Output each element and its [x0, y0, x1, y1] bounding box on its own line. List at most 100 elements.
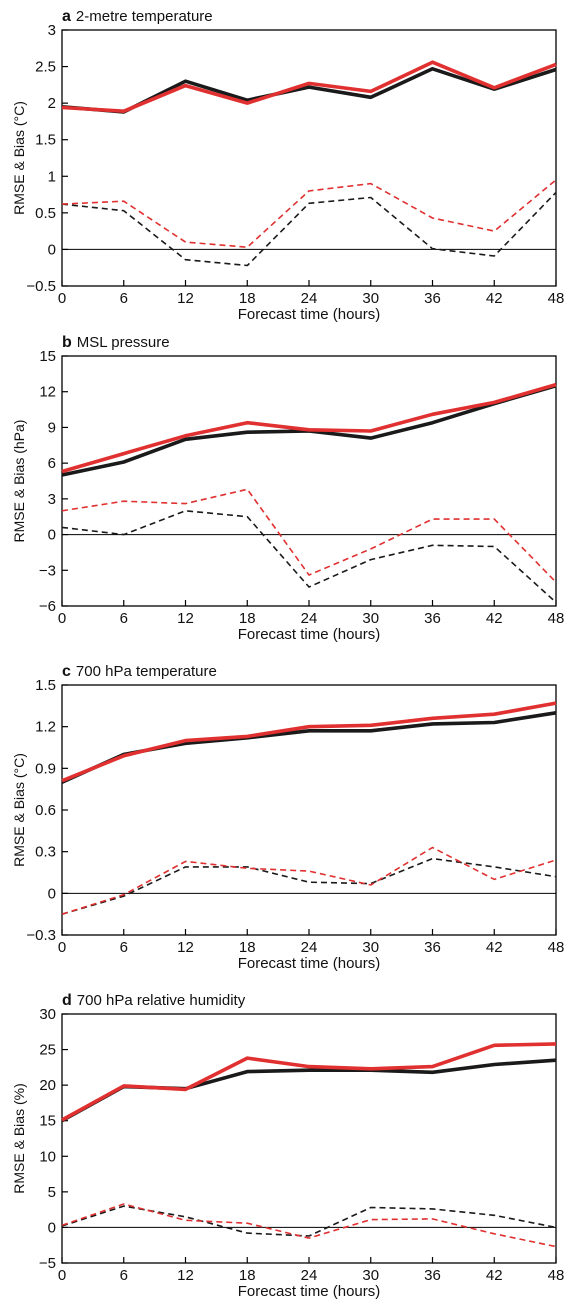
- y-tick-label: 1: [48, 168, 56, 185]
- y-tick-label: −0.3: [26, 927, 56, 944]
- red-rmse-line: [61, 60, 557, 113]
- chart-panel-c: c 700 hPa temperature−0.300.30.60.91.21.5…: [11, 663, 564, 972]
- black-bias-line: [61, 509, 557, 603]
- chart-panel-d: d 700 hPa relative humidity−5051015202530…: [11, 992, 564, 1300]
- panel-title: d 700 hPa relative humidity: [62, 992, 246, 1009]
- x-tick-label: 12: [177, 939, 194, 956]
- y-tick-label: 9: [48, 419, 56, 436]
- y-tick-label: 5: [48, 1184, 56, 1201]
- plot-frame: [61, 355, 557, 607]
- y-tick-label: 1.5: [35, 677, 56, 694]
- x-tick-label: 18: [239, 1267, 256, 1284]
- x-tick-label: 24: [301, 610, 318, 627]
- x-axis-title: Forecast time (hours): [238, 955, 381, 972]
- x-tick-label: 36: [424, 610, 441, 627]
- panel-title: c 700 hPa temperature: [62, 663, 217, 680]
- y-tick-label: 1.5: [35, 132, 56, 149]
- x-tick-label: 6: [120, 610, 128, 627]
- panel-title-text: 700 hPa temperature: [76, 663, 217, 680]
- y-tick-label: 12: [39, 384, 56, 401]
- x-tick-label: 42: [486, 290, 503, 307]
- panel-letter: b: [62, 334, 72, 351]
- x-tick-label: 6: [120, 939, 128, 956]
- x-tick-label: 48: [548, 939, 565, 956]
- black-bias-line: [61, 191, 557, 267]
- y-tick-label: 15: [39, 1113, 56, 1130]
- chart-panel-a: a 2-metre temperature −0.50 0.5 1 1.5 2 2.5 30 6 1…: [11, 8, 564, 323]
- x-tick-label: 48: [548, 290, 565, 307]
- y-tick-label: −6: [39, 598, 56, 615]
- black-bias-line: [61, 857, 557, 915]
- y-tick-label: 0.3: [35, 844, 56, 861]
- red-rmse-line: [61, 1042, 557, 1122]
- x-tick-label: 36: [424, 290, 441, 307]
- x-tick-label: 48: [548, 610, 565, 627]
- panel-title: b MSL pressure: [62, 334, 170, 351]
- y-tick-label: 0: [48, 527, 56, 544]
- y-tick-label: 0.5: [35, 205, 56, 222]
- x-tick-label: 36: [424, 939, 441, 956]
- y-tick-label: 30: [39, 1006, 56, 1023]
- panel-title-text: 700 hPa relative humidity: [77, 992, 246, 1009]
- red-rmse-line: [61, 382, 557, 474]
- y-axis-title: RMSE & Bias (%): [11, 1083, 27, 1193]
- x-tick-label: 24: [301, 939, 318, 956]
- y-tick-label: 0: [48, 1219, 56, 1236]
- x-axis-title: Forecast time (hours): [238, 1283, 381, 1300]
- x-tick-label: 0: [58, 610, 66, 627]
- y-tick-label: 2.5: [35, 59, 56, 76]
- red-bias-line: [61, 1203, 557, 1248]
- red-bias-line: [61, 488, 557, 583]
- y-tick-label: 15: [39, 348, 56, 365]
- x-tick-label: 36: [424, 1267, 441, 1284]
- x-tick-label: 42: [486, 610, 503, 627]
- y-tick-label: 1.2: [35, 719, 56, 736]
- x-tick-label: 0: [58, 290, 66, 307]
- y-tick-label: −0.5: [26, 278, 56, 295]
- x-axis-title: Forecast time (hours): [238, 626, 381, 643]
- y-tick-label: 3: [48, 22, 56, 39]
- y-tick-label: 0: [48, 885, 56, 902]
- y-tick-label: 0.6: [35, 802, 56, 819]
- y-tick-label: 2: [48, 95, 56, 112]
- x-tick-label: 30: [362, 290, 379, 307]
- x-tick-label: 0: [58, 1267, 66, 1284]
- panel-title: a 2-metre temperature: [62, 8, 213, 25]
- y-tick-label: 25: [39, 1042, 56, 1059]
- x-tick-label: 6: [120, 290, 128, 307]
- x-tick-label: 48: [548, 1267, 565, 1284]
- y-tick-label: 20: [39, 1077, 56, 1094]
- x-axis-title: Forecast time (hours): [238, 306, 381, 323]
- x-tick-label: 42: [486, 939, 503, 956]
- panel-title-text: 2-metre temperature: [76, 8, 213, 25]
- panel-title-text: MSL pressure: [77, 334, 170, 351]
- y-tick-label: 3: [48, 491, 56, 508]
- y-tick-label: 10: [39, 1148, 56, 1165]
- panel-letter: a: [62, 8, 71, 25]
- x-tick-label: 30: [362, 1267, 379, 1284]
- y-tick-label: −5: [39, 1255, 56, 1272]
- x-tick-label: 12: [177, 610, 194, 627]
- red-bias-line: [61, 179, 557, 248]
- x-tick-label: 18: [239, 290, 256, 307]
- x-tick-label: 0: [58, 939, 66, 956]
- red-rmse-line: [61, 701, 557, 783]
- black-rmse-line: [61, 711, 557, 784]
- red-bias-line: [61, 846, 557, 915]
- panel-letter: c: [62, 663, 71, 680]
- y-axis-title: RMSE & Bias (°C): [11, 101, 27, 215]
- x-tick-label: 18: [239, 610, 256, 627]
- x-tick-label: 30: [362, 939, 379, 956]
- black-bias-line: [61, 1205, 557, 1237]
- x-tick-label: 42: [486, 1267, 503, 1284]
- y-tick-label: 0.9: [35, 760, 56, 777]
- x-tick-label: 12: [177, 290, 194, 307]
- y-axis-title: RMSE & Bias (hPa): [11, 420, 27, 543]
- x-tick-label: 24: [301, 290, 318, 307]
- y-tick-label: −3: [39, 562, 56, 579]
- x-tick-label: 6: [120, 1267, 128, 1284]
- y-axis-title: RMSE & Bias (°C): [11, 753, 27, 867]
- x-tick-label: 18: [239, 939, 256, 956]
